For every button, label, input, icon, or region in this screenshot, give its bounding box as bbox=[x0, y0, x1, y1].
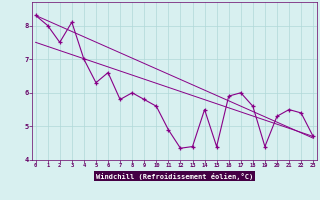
X-axis label: Windchill (Refroidissement éolien,°C): Windchill (Refroidissement éolien,°C) bbox=[96, 173, 253, 180]
